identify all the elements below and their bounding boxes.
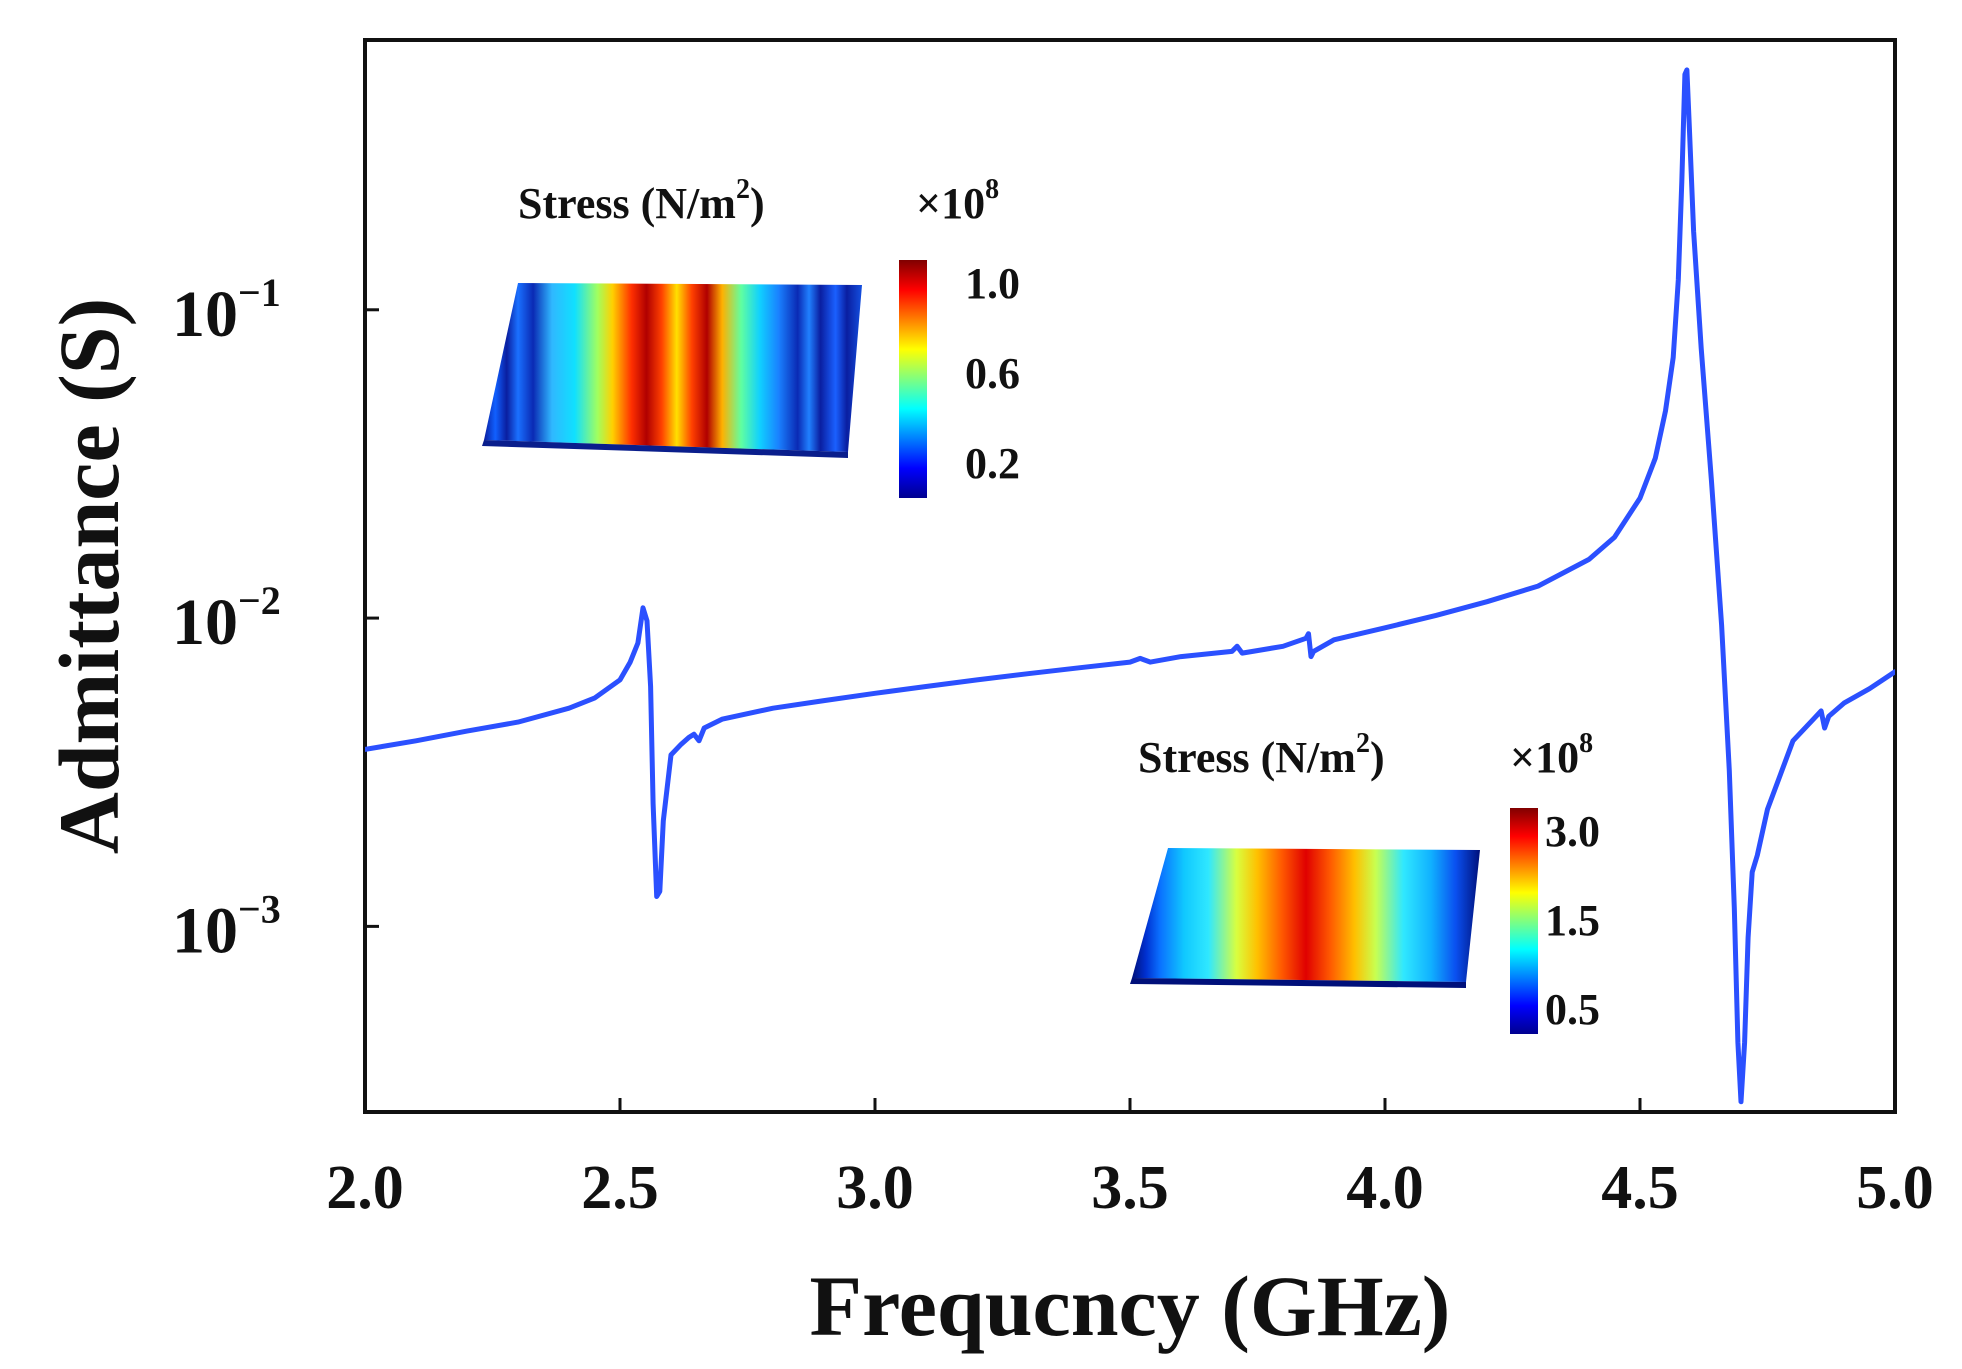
- inset-1-scale: ×108: [916, 174, 999, 228]
- inset-2-scale-exp: 8: [1579, 728, 1593, 759]
- inset-2-cbar-tick-2: 1.5: [1545, 896, 1600, 945]
- y-axis-ticks: 10−3 10−2 10−1: [172, 270, 379, 967]
- x-tick-label: 3.0: [836, 1154, 914, 1222]
- inset-1-title-close: ): [750, 179, 765, 228]
- inset-1-title: Stress (N/m2): [518, 174, 765, 228]
- inset-2-title-sup: 2: [1356, 728, 1370, 759]
- x-tick-label: 5.0: [1856, 1154, 1934, 1222]
- inset-1-scale-exp: 8: [985, 174, 999, 205]
- inset-1-cbar-tick-2: 0.6: [965, 349, 1020, 398]
- inset-1-colorbar: [899, 260, 927, 498]
- x-tick-label: 3.5: [1091, 1154, 1169, 1222]
- x-axis-ticks: 2.0 2.5 3.0 3.5 4.0 4.5 5.0: [326, 1098, 1934, 1222]
- inset-1-cbar-tick-1: 1.0: [965, 259, 1020, 308]
- x-tick-label: 4.0: [1346, 1154, 1424, 1222]
- inset-2-cbar-tick-1: 3.0: [1545, 807, 1600, 856]
- stress-inset-1: Stress (N/m2) ×108 1.0 0.6 0.2: [482, 174, 1020, 498]
- inset-1-cbar-tick-3: 0.2: [965, 439, 1020, 488]
- inset-2-scale-text: ×10: [1510, 733, 1579, 782]
- inset-2-colorbar: [1510, 808, 1538, 1034]
- x-tick-label: 2.5: [581, 1154, 659, 1222]
- admittance-line: [365, 67, 1895, 1105]
- inset-2-title-text: Stress (N/m: [1138, 733, 1356, 782]
- inset-2-plate: [1132, 848, 1480, 982]
- y-axis-title: Admittance (S): [41, 298, 137, 855]
- inset-1-title-sup: 2: [736, 174, 750, 205]
- inset-1-plate-edge: [482, 440, 848, 458]
- stress-inset-2: Stress (N/m2) ×108 3.0 1.5 0.5: [1130, 728, 1600, 1034]
- x-axis-title: Frequcncy (GHz): [810, 1258, 1451, 1354]
- inset-2-scale: ×108: [1510, 728, 1593, 782]
- inset-2-title-close: ): [1370, 733, 1385, 782]
- x-tick-label: 4.5: [1601, 1154, 1679, 1222]
- x-tick-label: 2.0: [326, 1154, 404, 1222]
- y-tick-label: 10−2: [172, 578, 281, 659]
- y-tick-label: 10−1: [172, 270, 281, 351]
- inset-2-cbar-tick-3: 0.5: [1545, 985, 1600, 1034]
- inset-1-scale-text: ×10: [916, 179, 985, 228]
- inset-1-title-text: Stress (N/m: [518, 179, 736, 228]
- inset-1-plate: [484, 283, 862, 452]
- y-tick-label: 10−3: [172, 886, 281, 967]
- inset-2-title: Stress (N/m2): [1138, 728, 1385, 782]
- inset-2-plate-edge: [1130, 978, 1466, 988]
